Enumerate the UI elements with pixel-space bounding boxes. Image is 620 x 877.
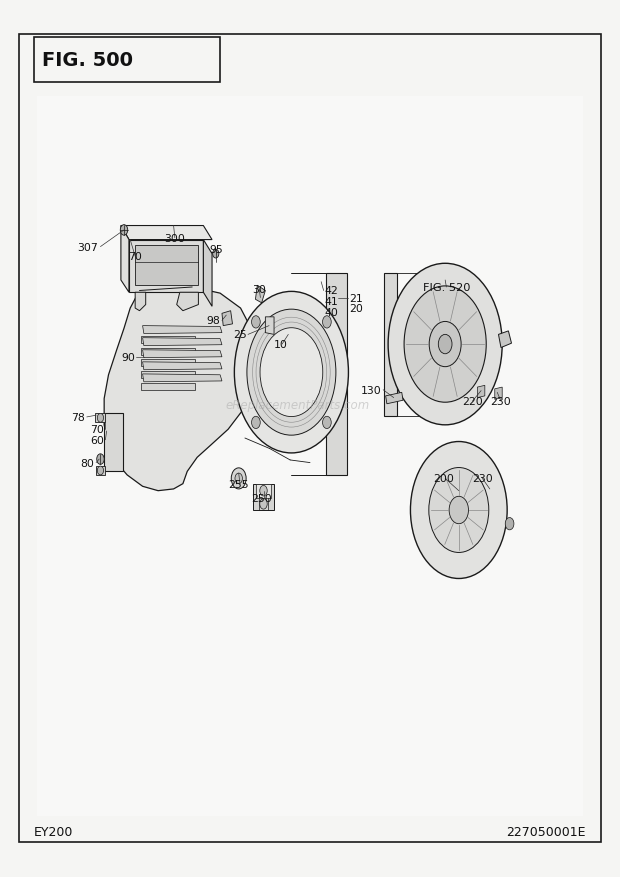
Text: 250: 250 — [251, 493, 272, 503]
Circle shape — [404, 287, 486, 403]
Circle shape — [213, 250, 219, 259]
Text: 227050001E: 227050001E — [507, 825, 586, 838]
Text: eReplacementParts.com: eReplacementParts.com — [226, 399, 370, 411]
Polygon shape — [253, 484, 274, 510]
Text: FIG. 520: FIG. 520 — [423, 282, 470, 293]
Text: 25: 25 — [233, 330, 247, 340]
Polygon shape — [143, 339, 222, 346]
Circle shape — [438, 335, 452, 354]
Polygon shape — [141, 337, 195, 344]
Polygon shape — [135, 246, 198, 286]
Polygon shape — [96, 467, 105, 475]
Circle shape — [97, 467, 104, 475]
Polygon shape — [255, 286, 265, 303]
Polygon shape — [141, 348, 195, 355]
Polygon shape — [143, 374, 222, 382]
Polygon shape — [256, 484, 271, 498]
Polygon shape — [498, 332, 511, 348]
Polygon shape — [135, 293, 146, 311]
Text: 300: 300 — [164, 233, 185, 244]
Polygon shape — [143, 362, 222, 370]
Circle shape — [234, 292, 348, 453]
Text: 60: 60 — [91, 435, 104, 446]
Circle shape — [388, 264, 502, 425]
Polygon shape — [386, 393, 403, 404]
Text: 307: 307 — [78, 242, 98, 253]
Text: 220: 220 — [462, 396, 483, 407]
Circle shape — [260, 328, 323, 417]
Circle shape — [260, 499, 267, 510]
Text: 30: 30 — [252, 284, 266, 295]
Polygon shape — [143, 350, 222, 358]
Circle shape — [410, 442, 507, 579]
Polygon shape — [143, 326, 222, 334]
Polygon shape — [222, 311, 232, 326]
Text: 255: 255 — [228, 479, 249, 489]
Polygon shape — [141, 360, 195, 367]
Circle shape — [429, 322, 461, 367]
Text: 90: 90 — [122, 353, 135, 363]
Polygon shape — [326, 274, 347, 475]
Text: 41: 41 — [325, 296, 339, 307]
Text: EY200: EY200 — [34, 825, 74, 838]
Circle shape — [505, 518, 514, 531]
Text: 230: 230 — [490, 396, 511, 407]
Circle shape — [252, 417, 260, 429]
Circle shape — [231, 468, 246, 489]
Text: 200: 200 — [433, 474, 454, 484]
Text: 70: 70 — [128, 252, 142, 262]
Bar — [34, 38, 220, 83]
Polygon shape — [104, 414, 123, 472]
Polygon shape — [121, 226, 129, 293]
Text: 70: 70 — [91, 424, 104, 435]
Polygon shape — [384, 274, 397, 417]
Polygon shape — [141, 383, 195, 390]
Polygon shape — [95, 414, 105, 423]
Circle shape — [322, 417, 331, 429]
Text: 42: 42 — [325, 286, 339, 296]
Polygon shape — [121, 226, 212, 240]
Circle shape — [247, 310, 336, 436]
Text: 78: 78 — [71, 412, 85, 423]
Polygon shape — [177, 293, 198, 311]
Text: 20: 20 — [350, 303, 363, 314]
Text: 130: 130 — [361, 385, 381, 396]
Polygon shape — [104, 288, 254, 491]
Circle shape — [97, 454, 104, 465]
Circle shape — [97, 414, 104, 423]
Text: 21: 21 — [350, 293, 363, 303]
Text: 95: 95 — [209, 245, 223, 255]
Polygon shape — [129, 240, 203, 293]
Circle shape — [429, 468, 489, 553]
Text: 10: 10 — [274, 339, 288, 350]
Polygon shape — [141, 372, 195, 379]
Circle shape — [235, 474, 242, 484]
Circle shape — [322, 317, 331, 329]
Circle shape — [252, 317, 260, 329]
Bar — [37, 96, 583, 816]
Circle shape — [120, 225, 128, 236]
Polygon shape — [495, 388, 502, 400]
Circle shape — [449, 496, 469, 524]
Text: 80: 80 — [81, 458, 94, 468]
Polygon shape — [477, 386, 485, 398]
Text: 98: 98 — [206, 316, 220, 326]
Text: 230: 230 — [472, 474, 493, 484]
Polygon shape — [203, 240, 212, 307]
Polygon shape — [265, 317, 274, 335]
Text: FIG. 500: FIG. 500 — [42, 51, 133, 70]
Text: 40: 40 — [325, 307, 339, 317]
Circle shape — [260, 486, 267, 496]
